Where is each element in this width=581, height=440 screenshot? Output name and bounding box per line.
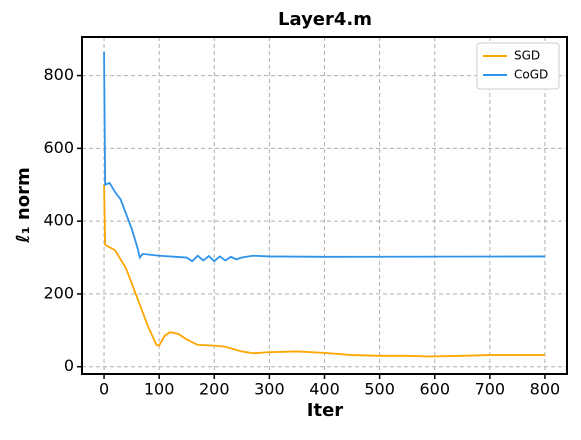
x-axis-label: Iter bbox=[307, 400, 344, 421]
x-tick-label: 600 bbox=[419, 380, 450, 399]
series-line bbox=[103, 184, 545, 358]
y-tick-label: 400 bbox=[43, 211, 74, 230]
x-tick-label: 800 bbox=[530, 380, 561, 399]
y-tick-label: 600 bbox=[43, 138, 74, 157]
chart-title: Layer4.m bbox=[278, 9, 372, 30]
y-tick-label: 0 bbox=[64, 356, 74, 375]
y-tick-label: 800 bbox=[43, 65, 74, 84]
y-tick-label: 200 bbox=[43, 283, 74, 302]
x-tick-label: 200 bbox=[199, 380, 230, 399]
x-tick-label: 100 bbox=[144, 380, 175, 399]
x-tick-label: 300 bbox=[254, 380, 285, 399]
legend-box bbox=[476, 42, 560, 90]
series-line bbox=[103, 51, 545, 263]
x-tick-label: 0 bbox=[99, 380, 109, 399]
plot-frame bbox=[81, 36, 568, 375]
x-tick-label: 500 bbox=[364, 380, 395, 399]
legend-label: CoGD bbox=[514, 68, 548, 82]
legend-label: SGD bbox=[514, 49, 540, 63]
y-axis-label: ℓ₁ norm bbox=[13, 167, 34, 243]
x-tick-label: 400 bbox=[309, 380, 340, 399]
x-tick-label: 700 bbox=[475, 380, 506, 399]
